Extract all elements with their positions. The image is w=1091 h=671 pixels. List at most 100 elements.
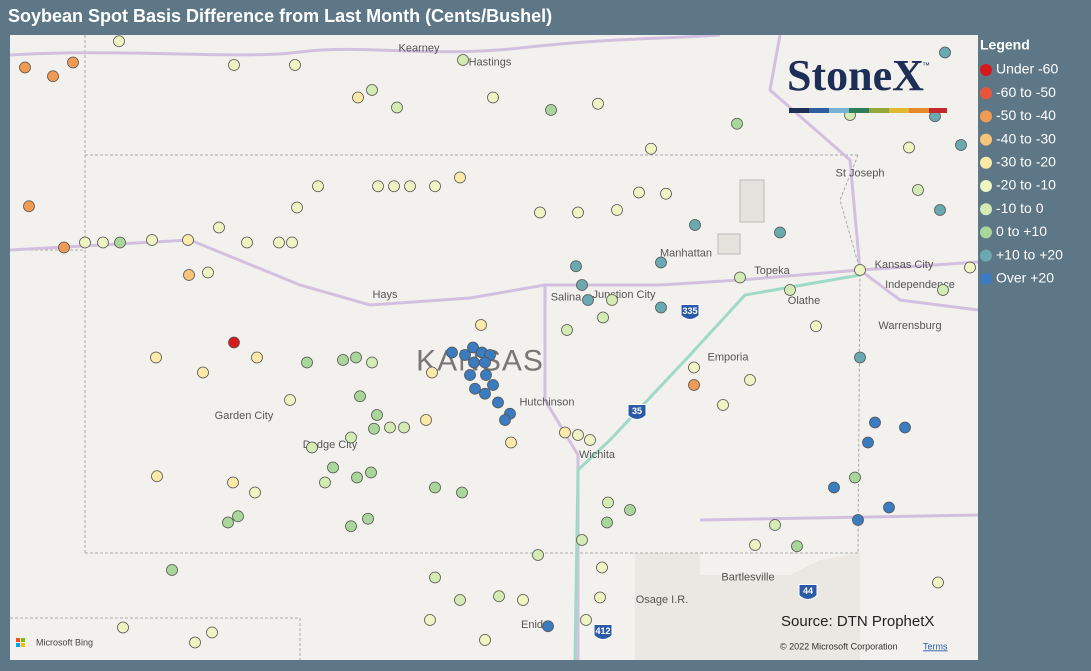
legend-label: Under -60 [996,61,1058,77]
station-point [633,186,645,199]
station-point [312,180,324,193]
station-point [113,35,125,48]
station-point [479,387,491,400]
station-point [769,519,781,531]
station-point [67,56,79,69]
station-point [479,356,491,369]
station-point [584,434,596,446]
logo: StoneX [787,51,924,100]
place-label: Olathe [788,295,820,307]
station-point [319,476,331,489]
interstate-35 [573,273,861,660]
station-point [47,70,59,83]
map[interactable]: Kearney Hastings St Joseph Manhattan Topeka K… [10,35,978,660]
place-label: Emporia [708,351,750,363]
station-point [883,501,895,514]
legend-swatch [980,226,992,239]
station-point [932,576,944,589]
station-point [559,426,571,439]
station-point [301,356,313,369]
station-point [366,84,378,96]
station-point [19,61,31,74]
station-point [937,284,949,296]
legend-swatch [980,156,992,169]
station-point [828,481,840,494]
shield [593,624,613,640]
station-point [251,351,263,364]
station-point [572,429,584,441]
station-point [655,256,667,269]
station-point [576,279,588,291]
station-point [493,590,505,603]
station-point [23,200,35,213]
station-point [146,234,158,246]
station-point [227,476,239,489]
station-point [505,436,517,449]
legend-swatch [980,249,992,262]
station-point [596,561,608,574]
station-point [645,142,657,155]
station-point [469,382,481,395]
station-point [606,294,618,306]
station-point [117,621,129,634]
copyright: © 2022 Microsoft Corporation [780,641,898,651]
station-point [366,356,378,369]
place-label: Enid [521,619,543,631]
station-point [446,346,458,359]
station-point [532,549,544,561]
station-point [602,496,614,509]
station-point [869,416,881,429]
station-point [517,594,529,606]
highways [10,35,978,660]
station-point [572,206,584,219]
station-point [362,512,374,525]
station-point [854,264,866,276]
station-point [499,414,511,426]
station-point [545,104,557,116]
terms-link[interactable]: Terms [923,641,948,651]
station-point [97,236,109,249]
station-point [852,514,864,526]
place-label: Salina [551,291,582,303]
station-point [371,409,383,421]
station-point [114,236,126,249]
station-point [660,187,672,200]
place-label: Kearney [399,43,440,55]
legend-swatch [980,272,992,285]
station-point [534,206,546,219]
station-point [734,271,746,284]
station-point [388,180,400,193]
station-point [939,46,951,59]
station-point [222,516,234,529]
station-point [350,351,362,364]
legend-label: Over +20 [996,270,1054,286]
land-area [739,179,765,223]
shield [627,404,647,420]
bing-icon [21,643,25,647]
station-point [459,349,471,361]
station-point [228,336,240,349]
station-point [345,431,357,444]
station-point [955,139,967,151]
legend-swatch [980,180,992,192]
legend-label: -60 to -50 [996,84,1056,100]
station-point [862,436,874,449]
shield-label: 412 [595,626,610,636]
place-label: Bartlesville [721,571,774,583]
station-point [352,91,364,104]
legend-swatch [980,87,992,100]
place-label: Kansas City [875,259,934,271]
station-point [580,614,592,626]
station-point [306,441,318,454]
station-point [58,241,70,254]
station-point [150,351,162,364]
station-point [384,421,396,434]
station-point [464,369,476,381]
place-label: Garden City [215,410,274,422]
shield-label: 44 [803,586,813,596]
station-point [284,394,296,406]
map-background [10,35,978,660]
station-point [213,221,225,234]
station-point [182,234,194,246]
